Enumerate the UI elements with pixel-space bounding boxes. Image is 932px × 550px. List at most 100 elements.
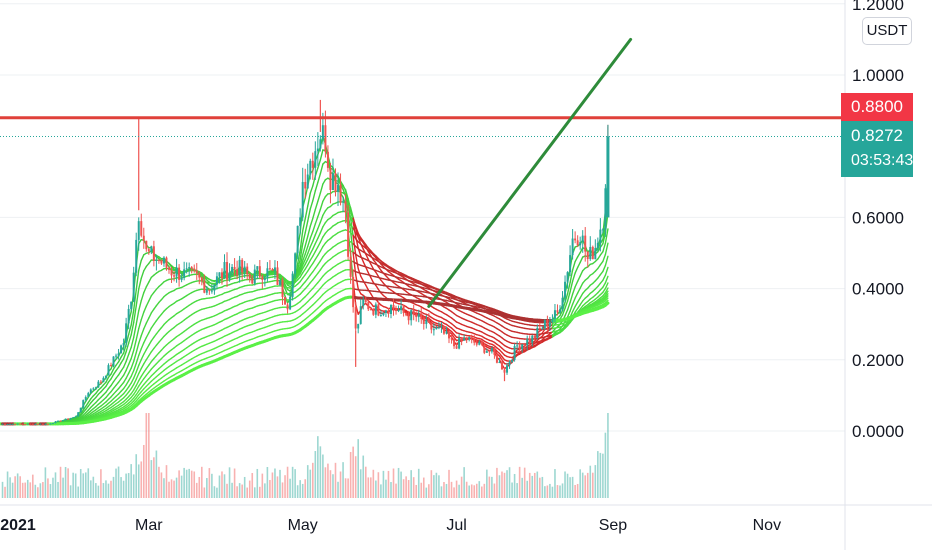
- ema-segment: [127, 367, 132, 375]
- volume-bar: [168, 481, 170, 498]
- volume-bar: [173, 480, 175, 498]
- candle-body: [337, 184, 340, 192]
- candle-body: [387, 310, 390, 314]
- volume-bar: [180, 475, 183, 498]
- volume-bar: [465, 481, 468, 498]
- volume-bar: [410, 470, 412, 498]
- volume-bar: [450, 481, 453, 498]
- ema-segment: [299, 264, 304, 273]
- ema-segment: [132, 352, 137, 363]
- ema-segment: [342, 185, 347, 191]
- candle-body: [309, 160, 312, 175]
- candle-body: [74, 416, 77, 418]
- candle-body: [453, 339, 456, 347]
- volume-bar: [544, 486, 546, 498]
- ema-segment: [143, 336, 148, 344]
- candle-body: [208, 289, 211, 292]
- volume-bar: [506, 470, 508, 498]
- ema-segment: [319, 163, 324, 175]
- ema-segment: [140, 371, 145, 378]
- volume-bar: [279, 469, 281, 498]
- volume-bar: [34, 484, 37, 498]
- ema-segment: [122, 369, 127, 377]
- volume-bar: [264, 483, 266, 498]
- ema-segment: [130, 336, 135, 349]
- ema-segment: [309, 240, 314, 248]
- y-tick-label: 0.0000: [852, 422, 904, 441]
- volume-bar: [153, 457, 155, 498]
- candle-body: [107, 365, 110, 376]
- candle-body: [258, 266, 261, 277]
- volume-bar: [415, 484, 418, 498]
- volume-bar: [198, 476, 201, 498]
- ema-segment: [145, 281, 150, 288]
- volume-bar: [299, 480, 301, 498]
- candle-body: [137, 221, 140, 240]
- ema-segment: [307, 237, 311, 248]
- volume-bar: [163, 478, 165, 498]
- ema-segment: [317, 269, 322, 275]
- volume-bar: [31, 474, 34, 498]
- ema-segment: [304, 245, 309, 255]
- volume-bar: [226, 483, 228, 498]
- candle-body: [155, 259, 158, 261]
- ema-segment: [138, 358, 142, 367]
- ema-segment: [312, 250, 317, 257]
- ema-segment: [317, 208, 322, 218]
- ema-segment: [120, 366, 125, 372]
- ema-segment: [309, 185, 314, 194]
- ema-segment: [312, 242, 317, 250]
- ema-segment: [569, 269, 574, 284]
- volume-bar: [468, 485, 470, 498]
- candle-body: [402, 306, 405, 314]
- ema-segment: [354, 232, 359, 238]
- ema-segment: [132, 289, 137, 311]
- candle-body: [395, 308, 398, 312]
- currency-unit-button[interactable]: USDT: [862, 17, 912, 45]
- candle-body: [422, 319, 425, 325]
- volume-bar: [584, 475, 587, 498]
- candle-body: [150, 246, 153, 252]
- candle-body: [349, 256, 352, 277]
- candle-body: [173, 275, 176, 277]
- ema-segment: [370, 263, 375, 270]
- volume-bar: [54, 472, 57, 498]
- candle-body: [190, 267, 193, 269]
- volume-bar: [90, 480, 92, 498]
- ema-segment: [148, 259, 153, 265]
- candle-body: [228, 272, 231, 280]
- last-candle: [606, 136, 610, 218]
- volume-bar: [501, 471, 503, 498]
- ema-segment: [314, 254, 319, 261]
- ema-segment: [125, 353, 130, 363]
- volume-bar: [100, 469, 102, 498]
- candle-body: [311, 160, 314, 168]
- candle-body: [127, 308, 130, 324]
- ema-segment: [127, 375, 132, 382]
- candle-body: [263, 278, 266, 280]
- ema-segment: [127, 334, 132, 344]
- volume-bar: [72, 472, 74, 498]
- candle-body: [463, 338, 466, 341]
- ema-segment: [135, 288, 140, 307]
- volume-bar: [370, 477, 372, 498]
- volume-bar: [390, 482, 392, 498]
- volume-bar: [135, 454, 138, 498]
- volume-bar: [433, 475, 435, 498]
- ema-segment: [317, 232, 322, 240]
- ema-segment: [302, 253, 306, 262]
- ema-segment: [299, 268, 304, 275]
- volume-bar: [375, 480, 377, 498]
- candle-body: [122, 343, 125, 346]
- ema-segment: [135, 269, 140, 291]
- volume-bar: [498, 475, 501, 498]
- volume-bar: [511, 482, 513, 498]
- volume-bar: [518, 466, 521, 498]
- volume-bar: [211, 473, 213, 498]
- volume-bar: [400, 471, 402, 498]
- ema-segment: [322, 195, 327, 203]
- candle-body: [51, 423, 54, 425]
- ema-segment: [120, 358, 125, 364]
